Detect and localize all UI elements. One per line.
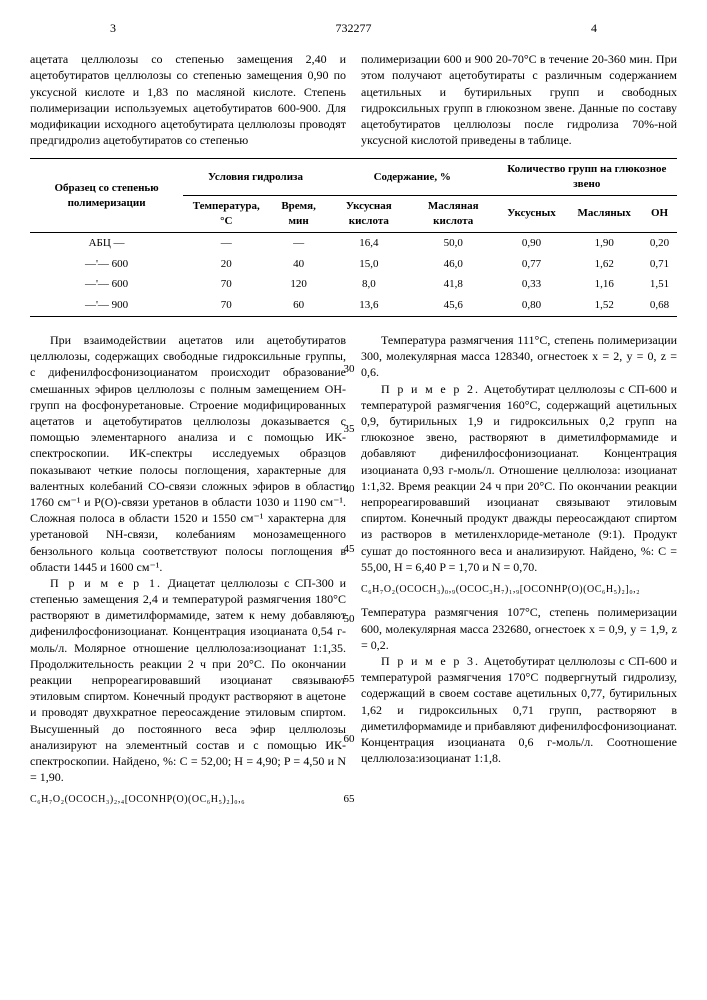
- line-marker: 55: [344, 672, 355, 687]
- table-row: АБЦ — — — 16,4 50,0 0,90 1,90 0,20: [30, 232, 677, 253]
- example-label: П р и м е р 1.: [50, 576, 162, 590]
- body-section: 30 35 40 45 50 55 60 65 При взаимодейств…: [30, 332, 677, 815]
- th-hydrolysis: Условия гидролиза: [183, 159, 328, 196]
- body-para: Температура размягчения 111°С, степень п…: [361, 332, 677, 381]
- line-marker: 40: [344, 482, 355, 497]
- body-para: Температура размягчения 107°С, степень п…: [361, 604, 677, 653]
- th-acetyl: Уксусных: [497, 196, 567, 233]
- th-groups: Количество групп на глюкозное звено: [497, 159, 677, 196]
- line-marker: 60: [344, 732, 355, 747]
- body-para: При взаимодействии ацетатов или ацетобут…: [30, 332, 346, 575]
- body-left-column: При взаимодействии ацетатов или ацетобут…: [30, 332, 346, 815]
- example-text: Диацетат целлюлозы с СП-300 и степенью з…: [30, 576, 346, 784]
- line-marker: 65: [344, 792, 355, 807]
- th-temp: Температура, °С: [183, 196, 269, 233]
- line-marker: 30: [344, 362, 355, 377]
- page-header: 3 732277 4: [30, 20, 677, 36]
- example-text: Ацетобутират целлюлозы с СП-600 и темпер…: [361, 654, 677, 765]
- th-oh: OH: [642, 196, 677, 233]
- chemical-formula: C₆H₇O₂(OCOCH₃)₀,₉(OCOC₃H₇)₁,₉[OCONHP(O)(…: [361, 583, 677, 597]
- chemical-formula: C₆H₇O₂(OCOCH₃)₂,₄[OCONHP(O)(OC₆H₅)₂]₀,₆: [30, 793, 346, 807]
- line-marker: 35: [344, 422, 355, 437]
- example-text: Ацетобутират целлюлозы с СП-600 и темпер…: [361, 382, 677, 574]
- patent-number: 732277: [336, 20, 372, 36]
- table-row: —'— 600 20 40 15,0 46,0 0,77 1,62 0,71: [30, 254, 677, 275]
- th-butyric: Масляная кислота: [410, 196, 497, 233]
- th-sample: Образец со степенью полимеризации: [30, 159, 183, 232]
- example-1: П р и м е р 1. Диацетат целлюлозы с СП-3…: [30, 575, 346, 785]
- table-row: —'— 600 70 120 8,0 41,8 0,33 1,16 1,51: [30, 274, 677, 295]
- th-content: Содержание, %: [328, 159, 497, 196]
- example-2: П р и м е р 2. Ацетобутират целлюлозы с …: [361, 381, 677, 575]
- example-label: П р и м е р 3.: [381, 654, 480, 668]
- line-marker: 50: [344, 612, 355, 627]
- body-right-column: Температура размягчения 111°С, степень п…: [361, 332, 677, 815]
- top-text-columns: ацетата целлюлозы со степенью замещения …: [30, 51, 677, 148]
- page-number-right: 4: [591, 20, 597, 36]
- example-3: П р и м е р 3. Ацетобутират целлюлозы с …: [361, 653, 677, 766]
- page-number-left: 3: [110, 20, 116, 36]
- th-acetic: Уксусная кислота: [328, 196, 410, 233]
- top-right-column: полимеризации 600 и 900 20-70°С в течени…: [361, 51, 677, 148]
- top-left-column: ацетата целлюлозы со степенью замещения …: [30, 51, 346, 148]
- th-time: Время, мин: [269, 196, 328, 233]
- th-butyryl: Масляных: [566, 196, 642, 233]
- data-table: Образец со степенью полимеризации Услови…: [30, 158, 677, 317]
- table-row: —'— 900 70 60 13,6 45,6 0,80 1,52 0,68: [30, 295, 677, 316]
- example-label: П р и м е р 2.: [381, 382, 480, 396]
- line-marker: 45: [344, 542, 355, 557]
